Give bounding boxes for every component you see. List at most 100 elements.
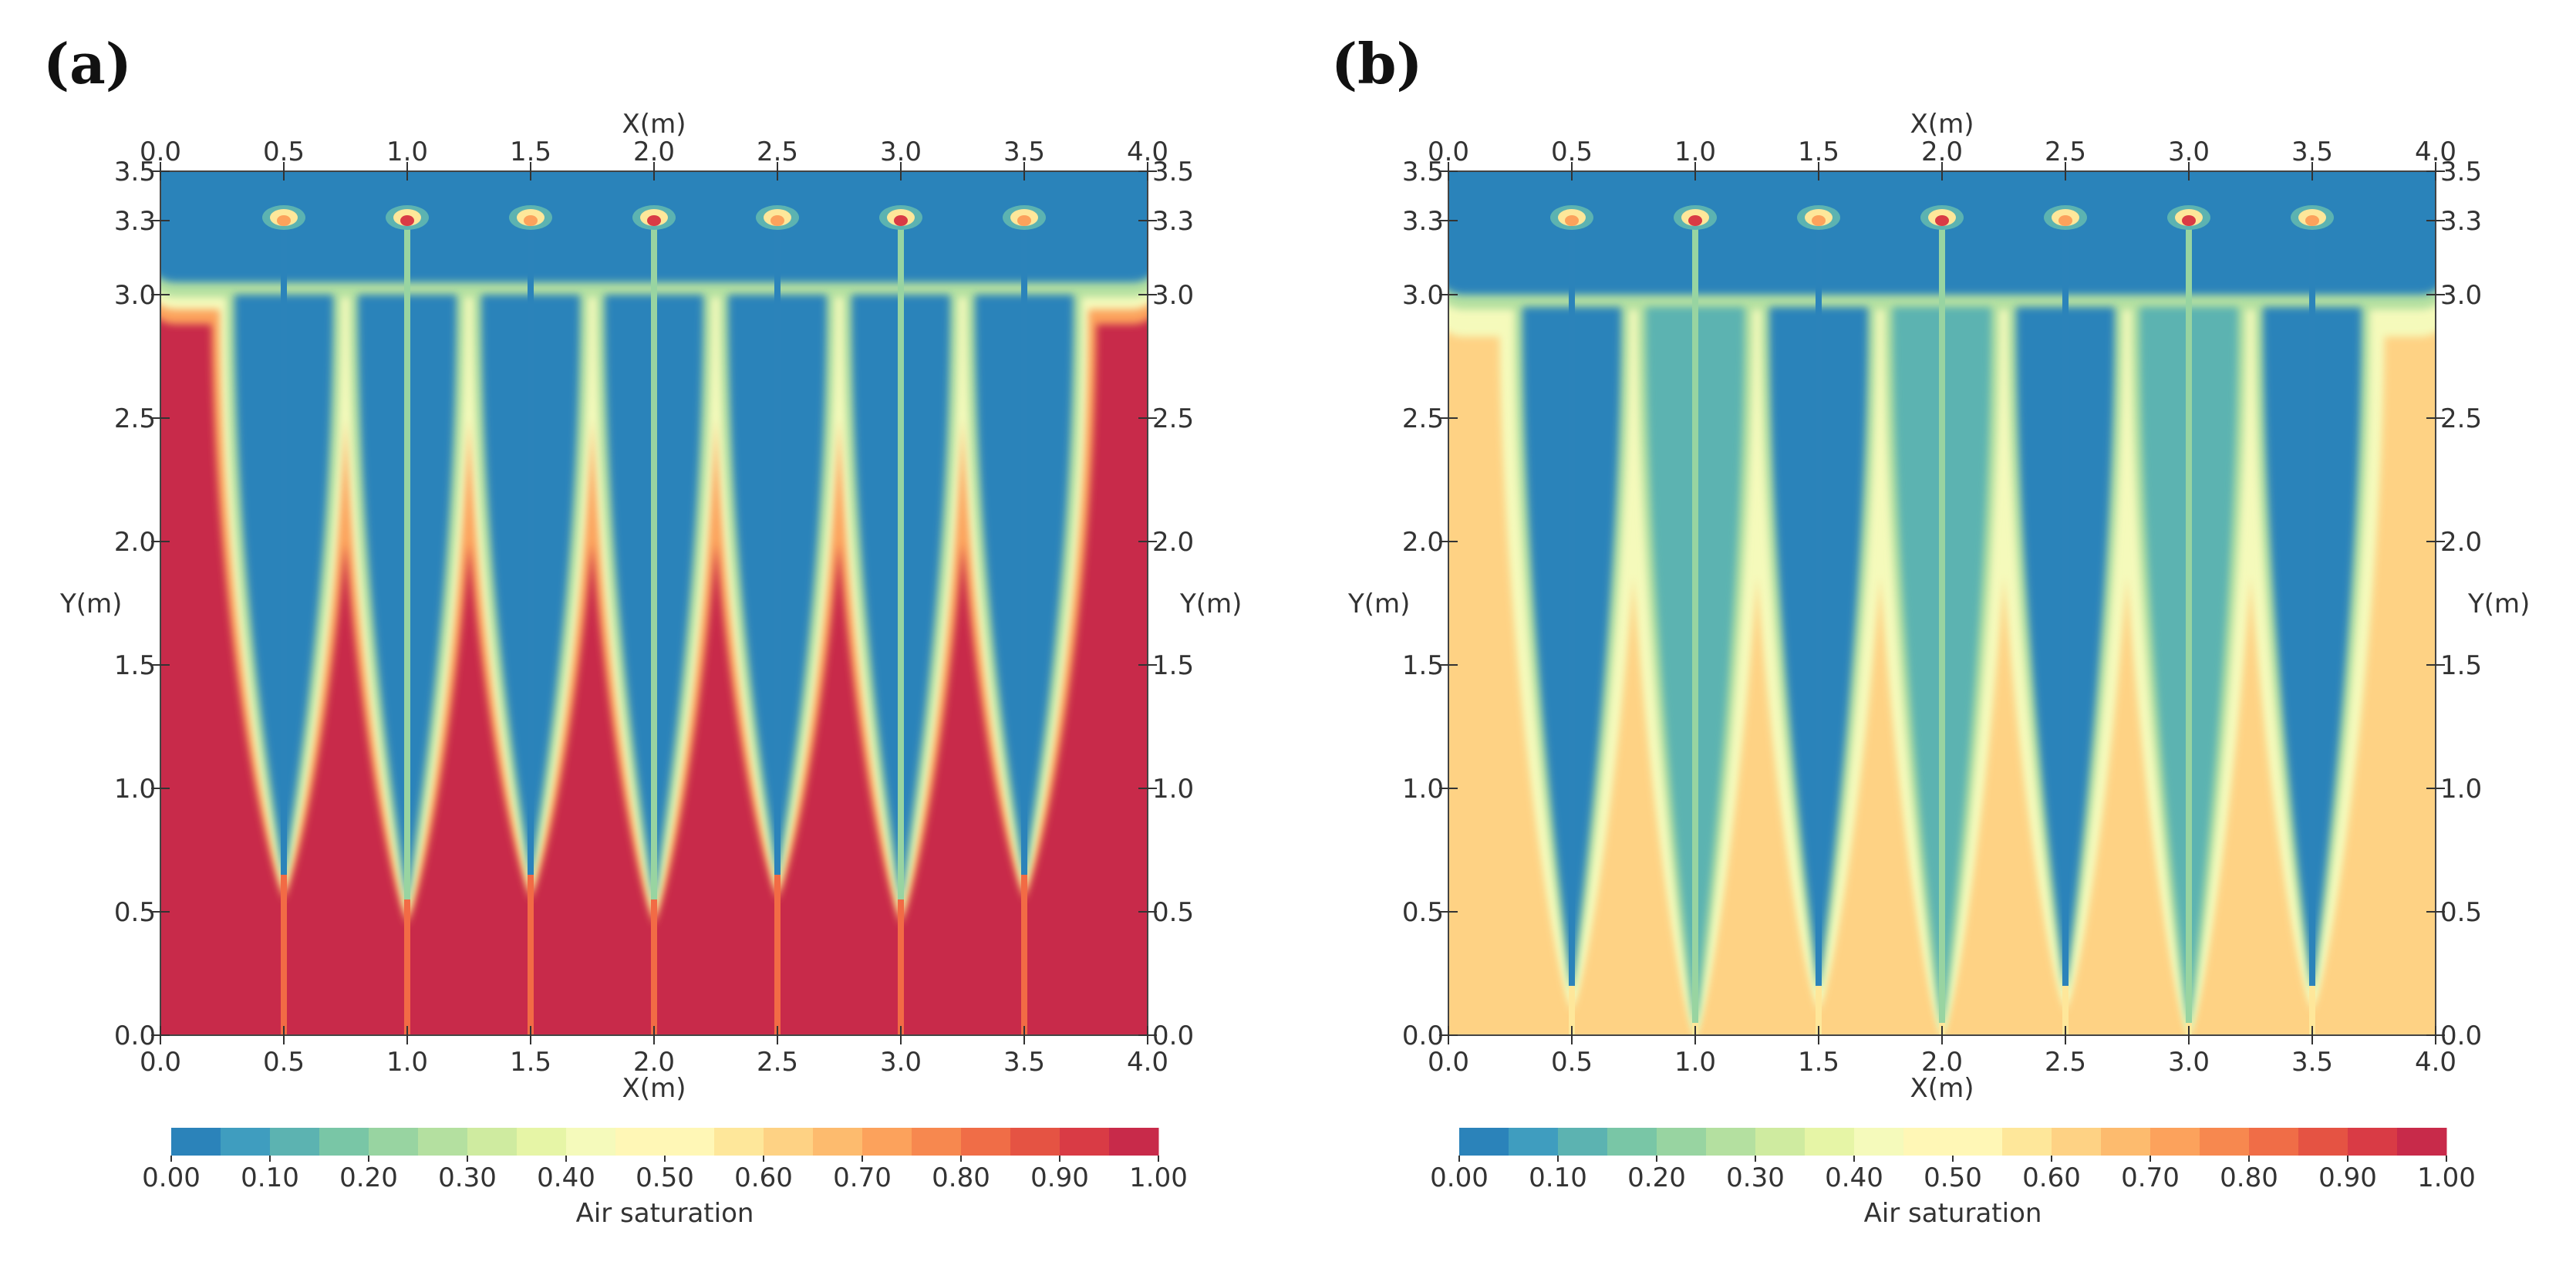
- y-tick-label-right: 2.0: [1152, 527, 1194, 558]
- colorbar-tick-label: 1.00: [2417, 1162, 2476, 1193]
- y-tick-label-left: 3.3: [1402, 206, 1444, 237]
- colorbar-bin: [2101, 1128, 2151, 1156]
- x-tick-label-bottom: 0.0: [1428, 1047, 1469, 1078]
- x-tick-label-bottom: 1.5: [1798, 1047, 1839, 1078]
- x-tick-label-top: 2.5: [757, 137, 798, 167]
- pipe-lower-section: [1816, 986, 1822, 1035]
- colorbar-title: Air saturation: [576, 1198, 754, 1229]
- colorbar-bin: [1805, 1128, 1855, 1156]
- colorbar-bin: [270, 1128, 320, 1156]
- x-tick-label-top: 0.0: [1428, 137, 1469, 167]
- y-tick-label-right: 3.0: [1152, 280, 1194, 311]
- y-tick-label-left: 2.0: [1402, 527, 1444, 558]
- x-tick-label-top: 0.5: [263, 137, 305, 167]
- y-tick-label-right: 3.0: [2440, 280, 2482, 311]
- x-tick-label-bottom: 2.0: [633, 1047, 675, 1078]
- colorbar-bin: [369, 1128, 419, 1156]
- y-tick-label-right: 1.0: [1152, 774, 1194, 805]
- colorbar-tick-label: 0.70: [2121, 1162, 2180, 1193]
- y-tick-label-left: 3.3: [114, 206, 156, 237]
- pipe-lower-section: [1021, 875, 1027, 1035]
- colorbar-bin: [467, 1128, 518, 1156]
- colorbar-bin: [1509, 1128, 1559, 1156]
- injection-pipe: [281, 221, 287, 875]
- colorbar-tick-label: 0.80: [2220, 1162, 2278, 1193]
- panel-b: (b) 0.0 0.0 0.5 0.5 1.0 1.0 1.5 1.5 2.0 2.0 2.5 2.5…: [1288, 0, 2576, 1262]
- nozzle: [262, 205, 305, 230]
- y-axis-title-right: Y(m): [2467, 589, 2530, 619]
- y-tick-label-right: 0.0: [1152, 1021, 1194, 1051]
- pipe-lower-section: [281, 875, 287, 1035]
- nozzle: [1003, 205, 1046, 230]
- nozzle: [2044, 205, 2087, 230]
- colorbar-tick-label: 0.20: [339, 1162, 398, 1193]
- x-tick-label-top: 3.0: [880, 137, 922, 167]
- colorbar-bin: [862, 1128, 912, 1156]
- colorbar-bin: [319, 1128, 369, 1156]
- y-tick-label-left: 3.5: [114, 157, 156, 187]
- colorbar-bin: [2397, 1128, 2447, 1156]
- colorbar-tick-label: 0.90: [1030, 1162, 1089, 1193]
- injection-pipe: [898, 221, 904, 899]
- x-tick-label-bottom: 2.5: [2045, 1047, 2086, 1078]
- colorbar-bin: [1607, 1128, 1657, 1156]
- injection-pipe: [1816, 221, 1822, 986]
- nozzle: [2167, 205, 2210, 230]
- x-tick-label-top: 1.5: [1798, 137, 1839, 167]
- saturation-field: [1448, 171, 2436, 1035]
- colorbar-tick-label: 0.80: [932, 1162, 990, 1193]
- x-tick-label-bottom: 1.0: [386, 1047, 428, 1078]
- y-tick-label-left: 1.5: [1402, 650, 1444, 681]
- colorbar-bin: [665, 1128, 715, 1156]
- colorbar-bin: [1459, 1128, 1509, 1156]
- pipe-lower-section: [2309, 986, 2315, 1035]
- y-tick-label-left: 2.0: [114, 527, 156, 558]
- y-tick-label-right: 3.3: [1152, 206, 1194, 237]
- y-tick-label-left: 3.5: [1402, 157, 1444, 187]
- nozzle: [386, 205, 429, 230]
- colorbar-tick-label: 0.50: [1924, 1162, 1982, 1193]
- y-tick-label-left: 0.5: [114, 897, 156, 928]
- y-tick-label-left: 1.0: [114, 774, 156, 805]
- injection-pipe: [1939, 221, 1945, 1023]
- x-tick-label-bottom: 1.5: [510, 1047, 551, 1078]
- colorbar-tick-label: 0.70: [833, 1162, 892, 1193]
- colorbar-tick-label: 0.00: [142, 1162, 201, 1193]
- panel-a-label: (a): [43, 31, 132, 96]
- x-axis-title-bottom: X(m): [622, 1073, 686, 1104]
- nozzle: [1797, 205, 1840, 230]
- colorbar-bin: [2150, 1128, 2200, 1156]
- y-tick-label-right: 0.0: [2440, 1021, 2482, 1051]
- x-tick-label-top: 3.5: [1003, 137, 1045, 167]
- y-tick-label-left: 0.0: [1402, 1021, 1444, 1051]
- colorbar-tick-label: 0.10: [1529, 1162, 1587, 1193]
- x-tick-label-top: 2.0: [633, 137, 675, 167]
- pipe-lower-section: [651, 899, 657, 1035]
- y-tick-label-right: 1.0: [2440, 774, 2482, 805]
- x-tick-label-bottom: 0.5: [263, 1047, 305, 1078]
- colorbar-bin: [2249, 1128, 2299, 1156]
- injection-pipe: [2062, 221, 2069, 986]
- y-tick-label-left: 0.0: [114, 1021, 156, 1051]
- x-tick-label-bottom: 3.0: [2168, 1047, 2210, 1078]
- nozzle: [879, 205, 922, 230]
- x-tick-label-bottom: 0.0: [140, 1047, 181, 1078]
- x-tick-label-top: 3.5: [2291, 137, 2333, 167]
- y-tick-label-right: 1.5: [2440, 650, 2482, 681]
- colorbar-bin: [1706, 1128, 1756, 1156]
- x-tick-label-bottom: 3.5: [1003, 1047, 1045, 1078]
- x-tick-label-bottom: 3.5: [2291, 1047, 2333, 1078]
- x-tick-label-top: 0.0: [140, 137, 181, 167]
- nozzle: [756, 205, 799, 230]
- injection-pipe: [2309, 221, 2315, 986]
- x-tick-label-bottom: 4.0: [2415, 1047, 2456, 1078]
- colorbar-bin: [418, 1128, 468, 1156]
- colorbar-bin: [764, 1128, 814, 1156]
- y-tick-label-left: 2.5: [114, 403, 156, 434]
- injection-pipe: [774, 221, 781, 875]
- y-tick-label-right: 0.5: [1152, 897, 1194, 928]
- colorbar-bin: [2348, 1128, 2398, 1156]
- pipe-lower-section: [2062, 986, 2069, 1035]
- colorbar-tick-label: 0.60: [734, 1162, 793, 1193]
- y-axis-title-right: Y(m): [1179, 589, 1242, 619]
